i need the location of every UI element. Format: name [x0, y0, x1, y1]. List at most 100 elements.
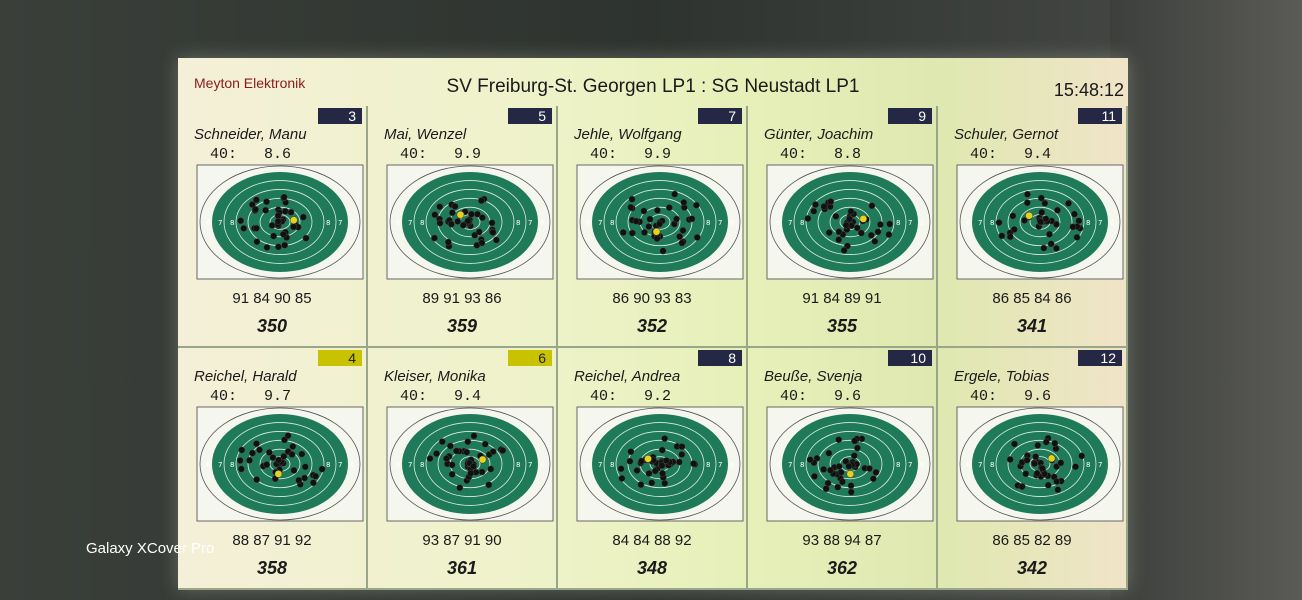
svg-text:8: 8: [516, 461, 520, 469]
total-score: 361: [446, 558, 478, 578]
svg-text:8: 8: [896, 461, 900, 469]
shooting-display: Meyton Elektronik SV Freiburg-St. George…: [178, 58, 1128, 590]
svg-text:6: 6: [586, 461, 591, 469]
shooter-name: Reichel, Andrea: [574, 368, 681, 385]
svg-text:7: 7: [788, 219, 792, 227]
svg-text:7: 7: [718, 461, 722, 469]
svg-text:8: 8: [706, 219, 710, 227]
svg-text:7: 7: [908, 461, 912, 469]
svg-text:7: 7: [408, 219, 412, 227]
shooter-name: Beuße, Svenja: [764, 368, 863, 385]
svg-text:7: 7: [338, 219, 342, 227]
clock: 15:48:12: [1053, 80, 1124, 100]
svg-text:6: 6: [966, 461, 971, 469]
svg-text:6: 6: [350, 219, 355, 227]
wall-background: [1110, 0, 1302, 600]
svg-text:7: 7: [788, 461, 792, 469]
svg-text:8: 8: [610, 461, 614, 469]
target-face: 6 67 78 8: [196, 406, 364, 522]
lane-number-badge: 3: [318, 108, 362, 124]
svg-text:7: 7: [908, 219, 912, 227]
lane-number-badge: 7: [698, 108, 742, 124]
svg-text:8: 8: [1086, 461, 1090, 469]
shooter-name: Schuler, Gernot: [954, 126, 1059, 143]
svg-text:8: 8: [230, 461, 234, 469]
lane-number-badge: 11: [1078, 108, 1122, 124]
series-scores: 88 87 91 92: [232, 532, 312, 549]
svg-text:7: 7: [528, 461, 532, 469]
target-face: 6 67 78 8: [196, 164, 364, 280]
lane-number-badge: 4: [318, 350, 362, 366]
svg-text:7: 7: [1098, 219, 1102, 227]
target-face: 6 67 78 8: [766, 164, 934, 280]
lane-number-badge: 8: [698, 350, 742, 366]
total-score: 355: [826, 316, 858, 336]
svg-text:7: 7: [978, 219, 982, 227]
svg-text:6: 6: [540, 219, 545, 227]
svg-text:8: 8: [326, 219, 330, 227]
lane-number-badge: 12: [1078, 350, 1122, 366]
svg-text:8: 8: [990, 219, 994, 227]
series-scores: 89 91 93 86: [422, 290, 502, 307]
lane-number-badge: 6: [508, 350, 552, 366]
svg-text:7: 7: [1098, 461, 1102, 469]
svg-text:6: 6: [1110, 219, 1115, 227]
target-face: 6 67 78 8: [956, 406, 1124, 522]
svg-text:8: 8: [230, 219, 234, 227]
target-face: 6 67 78 8: [386, 406, 554, 522]
target-face: 6 67 78 8: [766, 406, 934, 522]
series-scores: 86 85 82 89: [992, 532, 1072, 549]
lane-number-badge: 10: [888, 350, 932, 366]
shooter-name: Schneider, Manu: [194, 126, 307, 143]
svg-text:7: 7: [218, 461, 222, 469]
shooter-name: Reichel, Harald: [194, 368, 297, 385]
svg-text:8: 8: [1086, 219, 1090, 227]
svg-text:6: 6: [396, 461, 401, 469]
last-shot: 40: 9.6: [780, 388, 862, 405]
series-scores: 84 84 88 92: [612, 532, 692, 549]
svg-text:6: 6: [1110, 461, 1115, 469]
svg-text:7: 7: [978, 461, 982, 469]
svg-text:8: 8: [800, 461, 804, 469]
series-scores: 91 84 89 91: [802, 290, 882, 307]
series-scores: 86 90 93 83: [612, 290, 692, 307]
svg-text:6: 6: [730, 461, 735, 469]
last-shot: 40: 9.4: [970, 146, 1052, 163]
svg-text:6: 6: [920, 461, 925, 469]
svg-text:8: 8: [420, 219, 424, 227]
svg-text:7: 7: [408, 461, 412, 469]
svg-text:6: 6: [540, 461, 545, 469]
total-score: 341: [1016, 316, 1048, 336]
svg-text:8: 8: [516, 219, 520, 227]
svg-text:6: 6: [730, 219, 735, 227]
svg-text:6: 6: [920, 219, 925, 227]
shooter-name: Kleiser, Monika: [384, 368, 486, 385]
total-score: 350: [256, 316, 288, 336]
display-header: Meyton Elektronik SV Freiburg-St. George…: [178, 58, 1128, 104]
shooter-name: Günter, Joachim: [764, 126, 874, 143]
shooter-name: Mai, Wenzel: [384, 126, 467, 143]
svg-text:7: 7: [598, 461, 602, 469]
svg-text:7: 7: [598, 219, 602, 227]
target-face: 6 67 78 8: [386, 164, 554, 280]
svg-text:7: 7: [528, 219, 532, 227]
svg-text:6: 6: [776, 219, 781, 227]
svg-text:7: 7: [718, 219, 722, 227]
svg-text:6: 6: [776, 461, 781, 469]
last-shot: 40: 9.9: [590, 146, 672, 163]
series-scores: 93 87 91 90: [422, 532, 502, 549]
svg-text:8: 8: [800, 219, 804, 227]
svg-text:8: 8: [896, 219, 900, 227]
series-scores: 93 88 94 87: [802, 532, 882, 549]
svg-text:6: 6: [350, 461, 355, 469]
